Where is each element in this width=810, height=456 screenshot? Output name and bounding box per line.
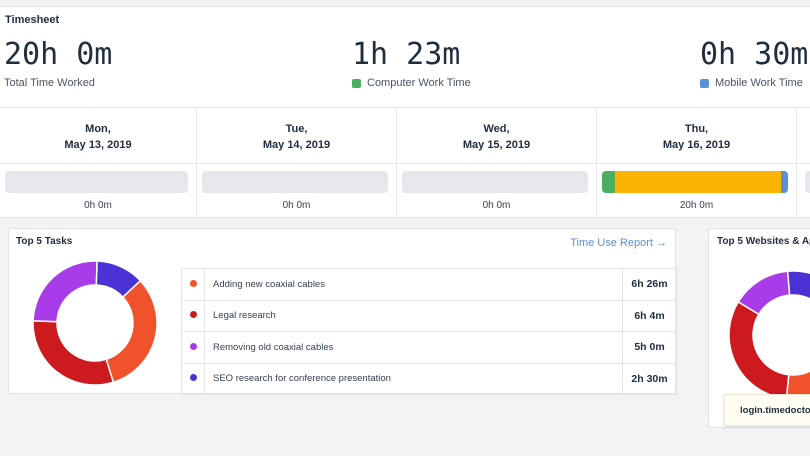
- task-name: Legal research: [204, 299, 623, 332]
- computer-time-stat: 1h 23m Computer Work Time: [352, 37, 471, 89]
- website-tooltip: login.timedoctor.com: [724, 394, 810, 426]
- task-dot-icon: [189, 342, 197, 350]
- day-divider: [397, 163, 596, 164]
- day-total-time: 0h 0m: [282, 200, 311, 211]
- table-row[interactable]: SEO research for conference presentation…: [181, 362, 677, 395]
- day-column-wed[interactable]: Wed, May 15, 2019 0h 0m: [397, 108, 597, 218]
- day-column-tue[interactable]: Tue, May 14, 2019 0h 0m: [197, 108, 397, 218]
- mobile-legend-swatch: [700, 78, 709, 88]
- donut-slice[interactable]: [785, 330, 810, 400]
- task-duration: 2h 30m: [622, 362, 677, 395]
- day-bar-segment: [615, 171, 781, 193]
- donut-slice[interactable]: [95, 260, 142, 299]
- donut-slice[interactable]: [32, 260, 98, 323]
- computer-time-value: 1h 23m: [352, 37, 461, 72]
- day-column-fri[interactable]: [797, 108, 810, 218]
- day-full-date: May 14, 2019: [262, 139, 331, 151]
- timesheet-title: Timesheet: [5, 14, 60, 26]
- day-time-bar: [202, 171, 388, 193]
- day-divider: [597, 163, 796, 164]
- computer-time-label: Computer Work Time: [352, 77, 471, 89]
- donut-slice[interactable]: [728, 300, 790, 400]
- donut-slice[interactable]: [32, 320, 115, 386]
- top-tasks-card: Top 5 Tasks Time Use Report → Adding new…: [8, 228, 677, 395]
- total-time-label: Total Time Worked: [4, 77, 112, 89]
- mobile-time-stat: 0h 30m Mobile Work Time: [700, 37, 808, 89]
- websites-donut-chart[interactable]: [727, 269, 810, 401]
- tasks-table: Adding new coaxial cables 6h 26m Legal r…: [181, 268, 677, 395]
- day-time-bar: [5, 171, 188, 193]
- day-weekday: Tue,: [285, 123, 308, 135]
- day-total-time: 20h 0m: [679, 200, 714, 211]
- mobile-time-value: 0h 30m: [700, 37, 809, 72]
- top-websites-card: Top 5 Websites & Apps: [708, 228, 810, 428]
- day-weekday: Mon,: [85, 123, 111, 135]
- day-column-thu[interactable]: Thu, May 16, 2019 20h 0m: [597, 108, 797, 218]
- days-row: Mon, May 13, 2019 0h 0m Tue, May 14, 2019 …: [0, 108, 810, 218]
- day-total-time: 0h 0m: [482, 200, 511, 211]
- donut-slice[interactable]: [786, 270, 810, 315]
- task-color-cell: [181, 362, 205, 395]
- task-duration: 6h 26m: [622, 268, 677, 301]
- task-name: Removing old coaxial cables: [204, 331, 623, 364]
- day-divider: [0, 163, 196, 164]
- task-duration: 5h 0m: [622, 331, 677, 364]
- total-time-label-text: Total Time Worked: [4, 77, 95, 89]
- total-time-value: 20h 0m: [4, 37, 113, 72]
- task-name: Adding new coaxial cables: [204, 268, 623, 301]
- task-dot-icon: [189, 279, 197, 287]
- task-color-cell: [181, 268, 205, 301]
- task-color-cell: [181, 331, 205, 364]
- day-bar-segment: [602, 171, 616, 193]
- computer-time-label-text: Computer Work Time: [367, 77, 471, 89]
- day-column-mon[interactable]: Mon, May 13, 2019 0h 0m: [0, 108, 197, 218]
- table-row[interactable]: Removing old coaxial cables 5h 0m: [181, 331, 677, 364]
- mobile-time-label-text: Mobile Work Time: [715, 77, 803, 89]
- tasks-donut-chart[interactable]: [31, 259, 159, 387]
- mobile-time-label: Mobile Work Time: [700, 77, 808, 89]
- day-divider: [797, 163, 810, 164]
- day-full-date: May 16, 2019: [662, 139, 731, 151]
- task-dot-icon: [189, 374, 197, 382]
- day-divider: [197, 163, 396, 164]
- task-dot-icon: [189, 311, 197, 319]
- task-duration: 6h 4m: [622, 299, 677, 332]
- computer-legend-swatch: [352, 78, 361, 88]
- day-weekday: Wed,: [483, 123, 510, 135]
- table-row[interactable]: Legal research 6h 4m: [181, 299, 677, 332]
- day-time-bar: [805, 171, 810, 193]
- day-time-bar: [402, 171, 588, 193]
- day-date: Tue, May 14, 2019: [197, 121, 396, 153]
- time-use-report-link[interactable]: Time Use Report →: [570, 237, 667, 249]
- day-full-date: May 15, 2019: [462, 139, 531, 151]
- day-full-date: May 13, 2019: [64, 139, 132, 151]
- top-websites-title: Top 5 Websites & Apps: [717, 236, 810, 247]
- day-total-time: 0h 0m: [84, 200, 112, 211]
- day-time-bar: [602, 171, 788, 193]
- day-date: Mon, May 13, 2019: [0, 121, 196, 153]
- day-weekday: Thu,: [684, 123, 709, 135]
- task-color-cell: [181, 299, 205, 332]
- task-name: SEO research for conference presentation: [204, 362, 623, 395]
- top-tasks-title: Top 5 Tasks: [16, 236, 73, 247]
- day-bar-segment: [780, 171, 788, 193]
- day-date: Thu, May 16, 2019: [597, 121, 796, 153]
- total-time-stat: 20h 0m Total Time Worked: [4, 37, 112, 89]
- table-row[interactable]: Adding new coaxial cables 6h 26m: [181, 268, 677, 301]
- donut-slice[interactable]: [105, 279, 158, 384]
- timesheet-header: Timesheet 20h 0m Total Time Worked 1h 23…: [0, 6, 810, 108]
- day-date: Wed, May 15, 2019: [397, 121, 596, 153]
